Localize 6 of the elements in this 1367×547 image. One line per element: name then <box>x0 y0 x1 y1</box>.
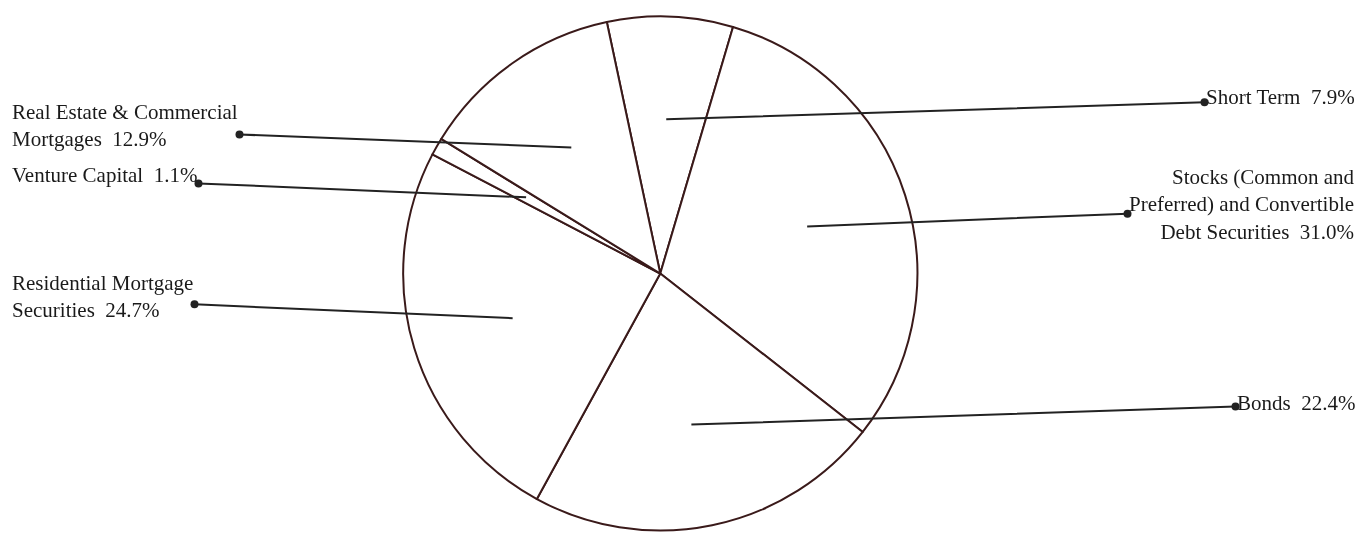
slice-label: Bonds 22.4% <box>1237 391 1356 415</box>
slice-label: Residential Mortgage Securities 24.7% <box>12 271 194 323</box>
slice-label: Venture Capital 1.1% <box>12 163 198 187</box>
slice-label: Short Term 7.9% <box>1206 85 1355 109</box>
slice-label: Real Estate & Commercial Mortgages 12.9% <box>12 100 238 152</box>
slice-label: Stocks (Common and Preferred) and Convertible Debt Securities 31.0% <box>1129 165 1355 244</box>
